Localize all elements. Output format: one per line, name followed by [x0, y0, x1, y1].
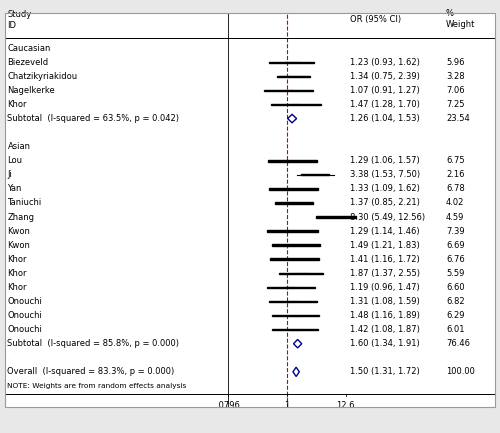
Text: 6.69: 6.69 — [446, 241, 464, 250]
Text: Chatzikyriakidou: Chatzikyriakidou — [8, 72, 78, 81]
Text: 2.16: 2.16 — [446, 170, 464, 179]
Bar — [272, 329, 318, 330]
Text: 1.41 (1.16, 1.72): 1.41 (1.16, 1.72) — [350, 255, 420, 264]
Text: 1.48 (1.16, 1.89): 1.48 (1.16, 1.89) — [350, 311, 420, 320]
Text: Khor: Khor — [8, 269, 27, 278]
Text: 1.07 (0.91, 1.27): 1.07 (0.91, 1.27) — [350, 86, 420, 95]
Text: 12.6: 12.6 — [336, 401, 355, 410]
Text: Khor: Khor — [8, 255, 27, 264]
Text: 6.82: 6.82 — [446, 297, 464, 306]
Text: 4.59: 4.59 — [446, 213, 464, 222]
Text: %
Weight: % Weight — [446, 9, 476, 29]
Text: 4.02: 4.02 — [446, 198, 464, 207]
Bar — [270, 259, 319, 260]
Text: 6.75: 6.75 — [446, 156, 464, 165]
Text: .: . — [8, 355, 10, 361]
Text: 1.49 (1.21, 1.83): 1.49 (1.21, 1.83) — [350, 241, 420, 250]
Bar — [264, 90, 313, 91]
Text: Yan: Yan — [8, 184, 22, 194]
Text: 1.87 (1.37, 2.55): 1.87 (1.37, 2.55) — [350, 269, 420, 278]
Text: 6.29: 6.29 — [446, 311, 464, 320]
Text: 1.19 (0.96, 1.47): 1.19 (0.96, 1.47) — [350, 283, 420, 292]
Text: Onouchi: Onouchi — [8, 311, 42, 320]
Text: 1.50 (1.31, 1.72): 1.50 (1.31, 1.72) — [350, 367, 420, 376]
Text: 1.42 (1.08, 1.87): 1.42 (1.08, 1.87) — [350, 325, 420, 334]
Text: Nagelkerke: Nagelkerke — [8, 86, 55, 95]
Text: Zhang: Zhang — [8, 213, 34, 222]
Text: Taniuchi: Taniuchi — [8, 198, 42, 207]
Bar — [269, 61, 314, 63]
Bar — [268, 301, 318, 302]
Text: 1.60 (1.34, 1.91): 1.60 (1.34, 1.91) — [350, 339, 420, 348]
Bar — [276, 76, 310, 77]
Text: 1.33 (1.09, 1.62): 1.33 (1.09, 1.62) — [350, 184, 420, 194]
Text: 6.01: 6.01 — [446, 325, 464, 334]
Text: 23.54: 23.54 — [446, 114, 470, 123]
Text: 5.59: 5.59 — [446, 269, 464, 278]
Text: Asian: Asian — [8, 142, 30, 151]
Text: 1.34 (0.75, 2.39): 1.34 (0.75, 2.39) — [350, 72, 420, 81]
Text: Ji: Ji — [8, 170, 12, 179]
Text: Lou: Lou — [8, 156, 22, 165]
Text: Overall  (I-squared = 83.3%, p = 0.000): Overall (I-squared = 83.3%, p = 0.000) — [8, 367, 174, 376]
Text: Kwon: Kwon — [8, 226, 30, 236]
Bar — [270, 103, 320, 105]
Text: 7.25: 7.25 — [446, 100, 464, 109]
Text: .: . — [8, 129, 10, 136]
Text: 3.28: 3.28 — [446, 72, 464, 81]
Bar — [268, 160, 317, 162]
Bar — [279, 273, 324, 274]
Bar — [267, 287, 314, 288]
Text: Khor: Khor — [8, 100, 27, 109]
Text: Study
ID: Study ID — [8, 10, 32, 30]
Text: Caucasian: Caucasian — [8, 44, 51, 53]
Text: OR (95% CI): OR (95% CI) — [350, 15, 402, 24]
Bar — [272, 315, 319, 316]
Text: 1.47 (1.28, 1.70): 1.47 (1.28, 1.70) — [350, 100, 420, 109]
Text: 7.39: 7.39 — [446, 226, 464, 236]
Bar — [316, 216, 356, 218]
Text: 76.46: 76.46 — [446, 339, 470, 348]
Text: NOTE: Weights are from random effects analysis: NOTE: Weights are from random effects an… — [8, 383, 186, 389]
Text: Biezeveld: Biezeveld — [8, 58, 48, 67]
Text: Khor: Khor — [8, 283, 27, 292]
Bar — [276, 202, 312, 204]
Text: Subtotal  (I-squared = 63.5%, p = 0.042): Subtotal (I-squared = 63.5%, p = 0.042) — [8, 114, 180, 123]
Text: 1.29 (1.14, 1.46): 1.29 (1.14, 1.46) — [350, 226, 420, 236]
Bar — [272, 244, 320, 246]
Text: 5.96: 5.96 — [446, 58, 464, 67]
Text: 3.38 (1.53, 7.50): 3.38 (1.53, 7.50) — [350, 170, 420, 179]
Text: .0796: .0796 — [216, 401, 240, 410]
Text: 6.76: 6.76 — [446, 255, 465, 264]
Bar — [302, 174, 328, 175]
Text: 1.37 (0.85, 2.21): 1.37 (0.85, 2.21) — [350, 198, 420, 207]
Text: 6.60: 6.60 — [446, 283, 464, 292]
Text: 7.06: 7.06 — [446, 86, 464, 95]
Text: Subtotal  (I-squared = 85.8%, p = 0.000): Subtotal (I-squared = 85.8%, p = 0.000) — [8, 339, 180, 348]
Text: 1.31 (1.08, 1.59): 1.31 (1.08, 1.59) — [350, 297, 420, 306]
Text: 100.00: 100.00 — [446, 367, 475, 376]
Text: 8.30 (5.49, 12.56): 8.30 (5.49, 12.56) — [350, 213, 426, 222]
Text: 1.23 (0.93, 1.62): 1.23 (0.93, 1.62) — [350, 58, 420, 67]
Text: 1: 1 — [284, 401, 290, 410]
Text: Onouchi: Onouchi — [8, 297, 42, 306]
Bar — [269, 188, 318, 190]
Text: 1.29 (1.06, 1.57): 1.29 (1.06, 1.57) — [350, 156, 420, 165]
Text: 1.26 (1.04, 1.53): 1.26 (1.04, 1.53) — [350, 114, 420, 123]
Bar — [268, 230, 318, 232]
Text: 6.78: 6.78 — [446, 184, 465, 194]
Text: Kwon: Kwon — [8, 241, 30, 250]
Text: Onouchi: Onouchi — [8, 325, 42, 334]
